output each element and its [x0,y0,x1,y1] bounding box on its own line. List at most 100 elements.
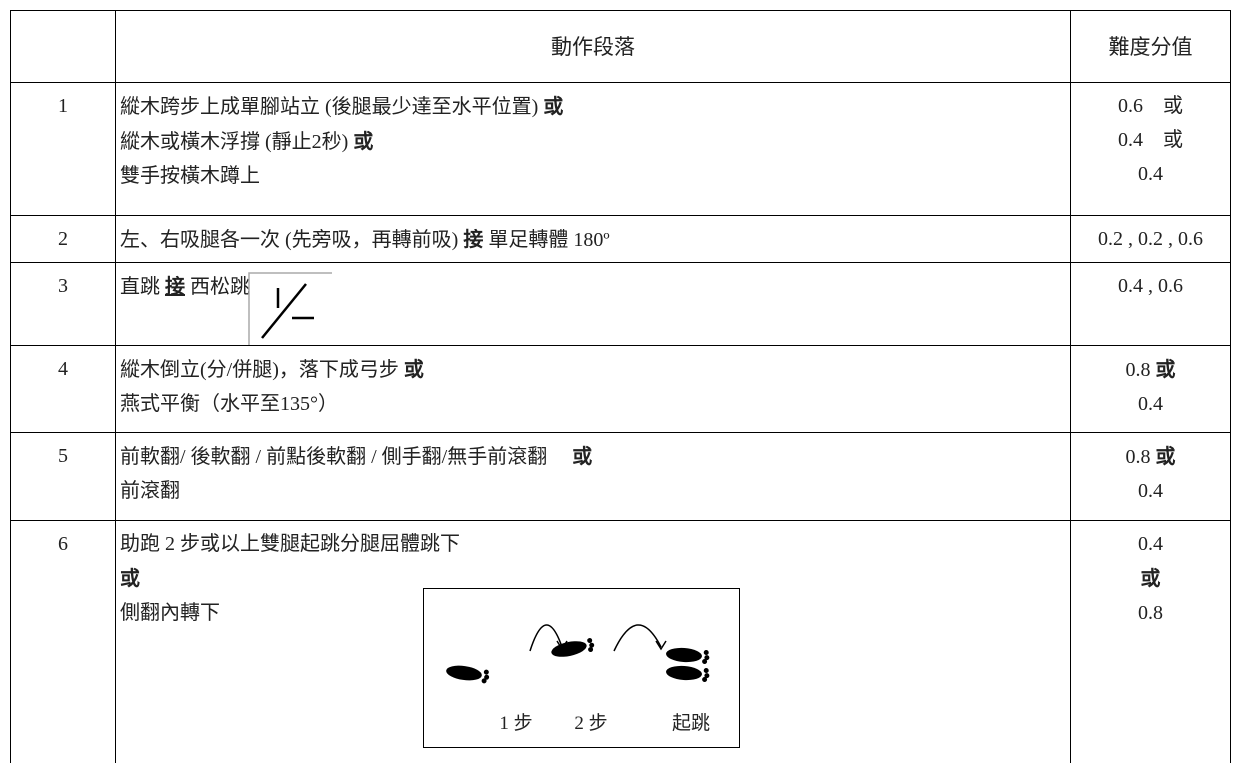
text-segment: 0.8 [1138,602,1163,624]
text-segment: 側翻內轉下 [120,602,220,624]
row-number: 6 [10,520,116,763]
text-segment: 或 [543,94,564,118]
text-line: 0.8 或 [1075,439,1226,474]
footprints [446,624,710,684]
text-segment: 縱木或橫木浮撐 (靜止2秒) [120,131,354,153]
text-line: 0.6 或 [1075,89,1226,123]
text-segment: 前滾翻 [120,480,180,502]
text-segment: 或 [1155,357,1176,381]
diagram-label: 1 步 [499,713,533,734]
text-segment: 0.8 [1125,359,1156,381]
arrow-head [556,640,568,651]
step-diagram: 1 步 2 步 起跳 [423,588,740,748]
text-line: 0.4 或 [1075,123,1226,157]
action-cell: 直跳 接 西松跳 [115,262,1071,346]
text-line: 縱木或橫木浮撐 (靜止2秒) 或 [120,124,1066,159]
table-row: 4 縱木倒立(分/併腿)，落下成弓步 或燕式平衡（水平至135°） 0.8 或 0.4 [10,345,1231,433]
header-cell: 難度分值 [1070,10,1231,83]
skill-icon [248,272,332,345]
row-number: 1 [10,82,116,216]
score-cell: 0.8 或 0.4 [1070,432,1231,521]
table-wrap: 動作段落 難度分值 1 縱木跨步上成單腳站立 (後腿最少達至水平位置) 或縱木或橫… [10,10,1231,763]
text-line: 0.4 [1075,157,1226,191]
text-line: 0.4 [1075,474,1226,508]
text-line: 直跳 接 西松跳 [120,269,1066,304]
text-segment: 0.4 [1138,163,1163,185]
text-line: 0.2 , 0.2 , 0.6 [1075,222,1226,256]
row-number: 2 [10,215,116,263]
text-line: 0.4 [1075,527,1226,561]
text-line: 或 [120,561,1066,596]
text-segment: 或 [572,444,593,468]
text-segment: 或 [353,129,374,153]
text-segment: 0.4 [1138,480,1163,502]
arrow [613,624,662,652]
text-line: 燕式平衡（水平至135°） [120,387,1066,421]
table: 動作段落 難度分值 1 縱木跨步上成單腳站立 (後腿最少達至水平位置) 或縱木或橫… [10,10,1231,763]
diagram-label: 2 步 [574,713,608,734]
text-segment: 0.2 , 0.2 , 0.6 [1098,228,1203,250]
text-segment: 或 [120,566,140,590]
text-segment: 0.4 或 [1118,129,1183,151]
diagram-label: 起跳 [671,713,711,734]
score-cell: 0.6 或 0.4 或 0.4 [1070,82,1231,216]
footprint [666,665,710,682]
text-segment: 或 [1140,566,1161,590]
row-number: 3 [10,262,116,346]
text-segment: 燕式平衡（水平至135°） [120,393,338,415]
text-line: 縱木跨步上成單腳站立 (後腿最少達至水平位置) 或 [120,89,1066,124]
footprint [666,647,710,664]
icon-frame [248,272,332,345]
text-segment: 接 [463,227,484,251]
score-cell: 0.2 , 0.2 , 0.6 [1070,215,1231,263]
text-line: 左、右吸腿各一次 (先旁吸，再轉前吸) 接 單足轉體 180º [120,222,1066,257]
text-segment: 接 [165,274,185,298]
text-line: 0.4 [1075,387,1226,421]
text-segment: 0.4 [1138,533,1163,555]
footprint [551,638,595,657]
text-segment: 雙手按橫木蹲上 [120,165,260,187]
text-line: 前滾翻 [120,474,1066,508]
row-number: 5 [10,432,116,521]
text-line: 或 [1075,561,1226,596]
header-cell [10,10,116,83]
text-segment: 前軟翻/ 後軟翻 / 前點後軟翻 / 側手翻/無手前滾翻 [120,446,573,468]
text-segment: 0.4 , 0.6 [1118,275,1183,297]
header-row: 動作段落 難度分值 [10,10,1231,83]
action-cell: 左、右吸腿各一次 (先旁吸，再轉前吸) 接 單足轉體 180º [115,215,1071,263]
text-line: 0.4 , 0.6 [1075,269,1226,303]
icon-stroke [261,283,307,339]
text-line: 前軟翻/ 後軟翻 / 前點後軟翻 / 側手翻/無手前滾翻 或 [120,439,1066,474]
text-line: 側翻內轉下 [120,596,1066,630]
text-segment: 單足轉體 180º [483,229,610,251]
text-line: 縱木倒立(分/併腿)，落下成弓步 或 [120,352,1066,387]
text-segment: 或 [403,357,424,381]
text-segment: 助跑 2 步或以上雙腿起跳分腿屈體跳下 [120,533,460,555]
header-cell: 動作段落 [115,10,1071,83]
action-cell: 縱木跨步上成單腳站立 (後腿最少達至水平位置) 或縱木或橫木浮撐 (靜止2秒) … [115,82,1071,216]
table-row: 2 左、右吸腿各一次 (先旁吸，再轉前吸) 接 單足轉體 180º 0.2 , 0.… [10,215,1231,263]
text-line: 0.8 或 [1075,352,1226,387]
score-cell: 0.4 或 0.8 [1070,520,1231,763]
action-cell: 縱木倒立(分/併腿)，落下成弓步 或燕式平衡（水平至135°） [115,345,1071,433]
text-segment: 0.4 [1138,393,1163,415]
score-cell: 0.8 或 0.4 [1070,345,1231,433]
text-line: 助跑 2 步或以上雙腿起跳分腿屈體跳下 [120,527,1066,561]
text-segment: 0.6 或 [1118,95,1183,117]
score-cell: 0.4 , 0.6 [1070,262,1231,346]
action-cell: 前軟翻/ 後軟翻 / 前點後軟翻 / 側手翻/無手前滾翻 或前滾翻 [115,432,1071,521]
text-segment: 左、右吸腿各一次 (先旁吸，再轉前吸) [120,229,464,251]
text-line: 雙手按橫木蹲上 [120,159,1066,193]
text-segment: 縱木倒立(分/併腿)，落下成弓步 [120,359,404,381]
text-segment: 西松跳 [185,276,250,298]
action-cell: 助跑 2 步或以上雙腿起跳分腿屈體跳下或側翻內轉下 1 步 2 步 起跳 [115,520,1071,763]
text-segment: 或 [1155,444,1176,468]
table-row: 3 直跳 接 西松跳 0.4 , 0.6 [10,262,1231,346]
text-line: 0.8 [1075,596,1226,630]
table-row: 1 縱木跨步上成單腳站立 (後腿最少達至水平位置) 或縱木或橫木浮撐 (靜止2秒)… [10,82,1231,216]
footprint [446,665,490,684]
text-segment: 直跳 [120,276,165,298]
